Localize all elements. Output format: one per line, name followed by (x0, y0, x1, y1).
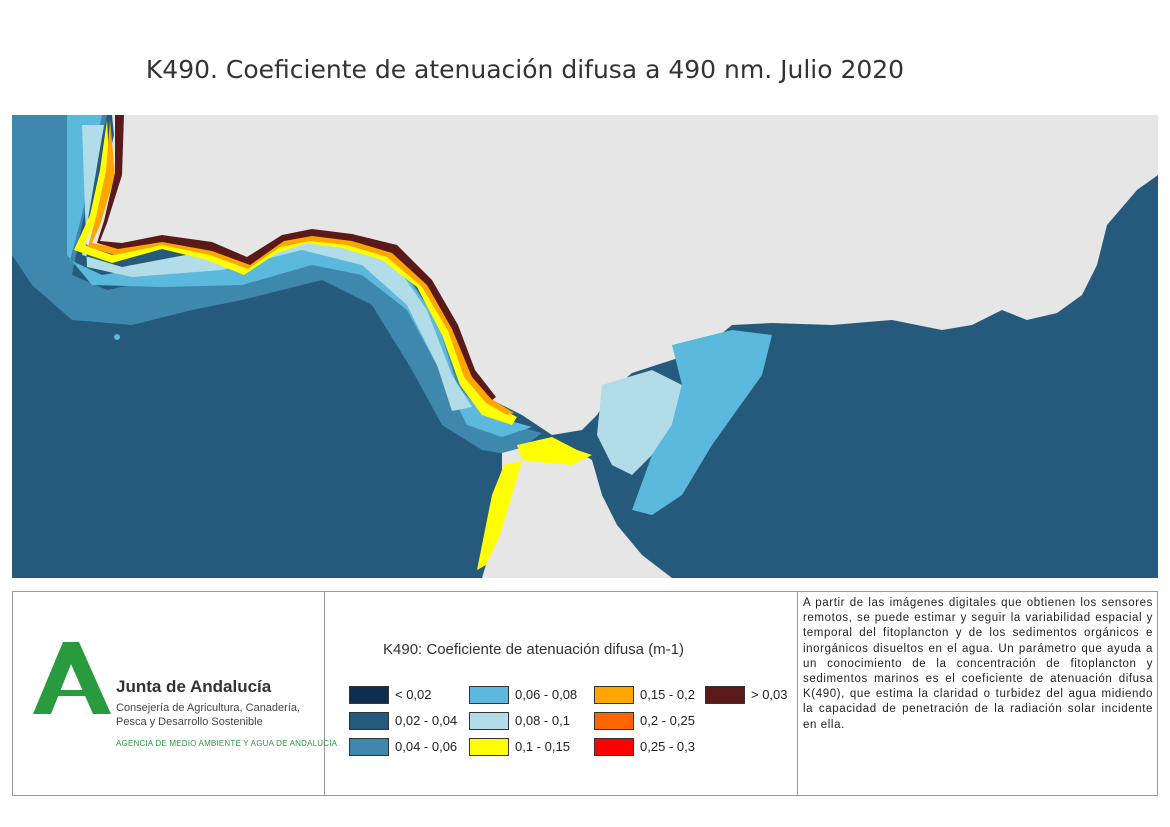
legend-swatch (594, 738, 634, 756)
agency-name: AGENCIA DE MEDIO AMBIENTE Y AGUA DE ANDA… (116, 739, 338, 748)
department-line1: Consejería de Agricultura, Canadería, (116, 702, 301, 714)
legend-label: 0,02 - 0,04 (395, 713, 458, 728)
strait-turbid (517, 437, 592, 465)
legend-label: 0,15 - 0,2 (640, 687, 695, 702)
alboran-mid (632, 330, 772, 515)
land-africa (482, 445, 672, 578)
legend-label: 0,08 - 0,1 (515, 713, 570, 728)
legend-label: 0,1 - 0,15 (515, 739, 570, 754)
legend-swatch (594, 686, 634, 704)
legend-label: 0,04 - 0,06 (395, 739, 458, 754)
legend-swatch (349, 738, 389, 756)
legend-swatch (349, 686, 389, 704)
land-iberia (82, 115, 1158, 435)
legend-label: 0,2 - 0,25 (640, 713, 695, 728)
legend-swatch (469, 686, 509, 704)
legend-label: > 0,03 (751, 687, 788, 702)
legend-label: 0,06 - 0,08 (515, 687, 578, 702)
legend-label: < 0,02 (395, 687, 432, 702)
junta-andalucia-logo (33, 642, 111, 714)
legend-swatch (349, 712, 389, 730)
info-panel: Junta de Andalucía Consejería de Agricul… (12, 591, 1158, 796)
shelf-medium (12, 115, 542, 455)
description-text: A partir de las imágenes digitales que o… (803, 597, 1153, 731)
coast-orange (88, 120, 514, 415)
legend-swatch (469, 712, 509, 730)
legend-label: 0,25 - 0,3 (640, 739, 695, 754)
legend-swatch (469, 738, 509, 756)
map-title: K490. Coeficiente de atenuación difusa a… (145, 55, 905, 84)
org-name: Junta de Andalucía (116, 677, 272, 696)
shelf-light (67, 115, 532, 437)
alboran-light (597, 370, 682, 475)
department-line2: Pesca y Desarrollo Sostenible (116, 716, 263, 728)
coast-yellow (74, 120, 517, 425)
africa-coast-yellow (477, 461, 522, 570)
legend-swatch (705, 686, 745, 704)
k490-map (12, 115, 1158, 578)
legend-swatch (594, 712, 634, 730)
legend-title: K490: Coeficiente de atenuación difusa (… (383, 641, 685, 658)
